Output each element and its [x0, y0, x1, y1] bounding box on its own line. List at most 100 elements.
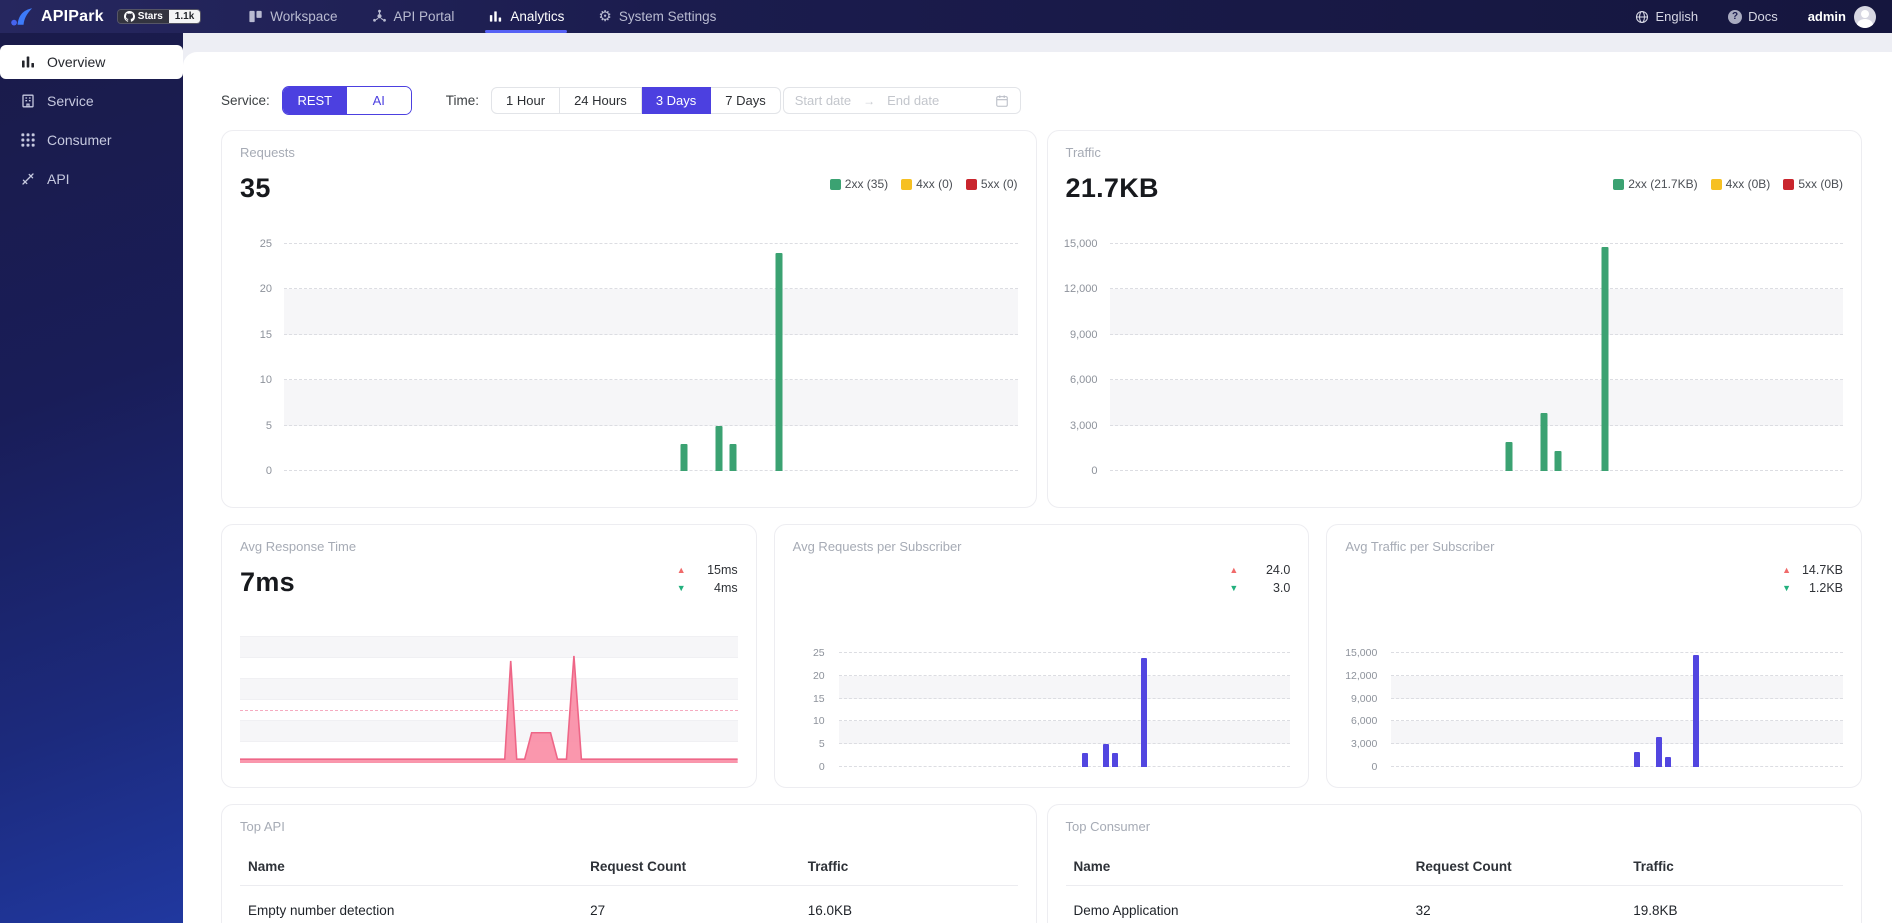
legend-item-4xx[interactable]: 4xx (0): [901, 177, 953, 191]
legend-swatch: [1783, 178, 1795, 190]
legend-item-4xx[interactable]: 4xx (0B): [1710, 177, 1770, 191]
building-icon: [20, 93, 36, 109]
requests-plot[interactable]: [284, 243, 1018, 471]
down-triangle-icon: ▼: [676, 582, 686, 593]
avg-traffic-y-axis: 0 3,000 6,000 9,000 12,000 15,000: [1345, 647, 1378, 773]
time-24-hours-button[interactable]: 24 Hours: [560, 87, 642, 114]
traffic-y-axis: 0 3,000 6,000 9,000 12,000 15,000: [1063, 238, 1098, 477]
column-header: Name: [240, 848, 583, 886]
column-header: Request Count: [582, 848, 800, 886]
legend-item-2xx[interactable]: 2xx (35): [829, 177, 888, 191]
sidebar-item-api[interactable]: API: [0, 162, 183, 196]
github-stars-label: Stars: [137, 11, 163, 22]
avg-traffic-chart: 0 3,000 6,000 9,000 12,000 15,000: [1345, 647, 1843, 773]
avg-traffic-per-subscriber-card: Avg Traffic per Subscriber ▲ 14.7KB ▼ 1.2K…: [1326, 524, 1862, 788]
legend-swatch: [965, 178, 977, 190]
requests-total: 35: [240, 173, 271, 203]
down-triangle-icon: ▼: [1229, 582, 1239, 593]
time-3-days-button[interactable]: 3 Days: [641, 87, 712, 114]
time-filter-label: Time:: [445, 93, 480, 108]
column-header: Name: [1065, 848, 1408, 886]
sidebar-item-overview[interactable]: Overview: [0, 45, 183, 79]
sidebar-item-service[interactable]: Service: [0, 84, 183, 118]
github-stars-count: 1.1k: [168, 10, 201, 23]
time-1-hour-button[interactable]: 1 Hour: [491, 87, 561, 114]
column-header: Traffic: [1625, 848, 1843, 886]
legend-swatch: [1613, 178, 1625, 190]
traffic-total: 21.7KB: [1065, 173, 1159, 203]
language-label: English: [1655, 9, 1699, 24]
user-menu[interactable]: admin: [1808, 5, 1876, 28]
help-icon: ?: [1728, 9, 1743, 24]
table-cell: 19.8KB: [1625, 885, 1843, 923]
service-ai-button[interactable]: AI: [346, 87, 411, 114]
date-range-picker[interactable]: Start date → End date: [782, 87, 1021, 114]
table-cell: Demo Application: [1065, 885, 1408, 923]
brand-name: APIPark: [41, 7, 104, 25]
card-title: Avg Traffic per Subscriber: [1345, 539, 1495, 554]
nav-item-label: Workspace: [270, 9, 338, 24]
time-range-group: 1 Hour 24 Hours 3 Days 7 Days: [491, 87, 781, 114]
top-api-card: Top API Name Request Count Traffic Empty nu…: [221, 804, 1037, 923]
table-cell: 16.0KB: [799, 885, 1018, 923]
sidebar-item-label: API: [47, 171, 70, 187]
column-header: Request Count: [1407, 848, 1626, 886]
avatar[interactable]: [1854, 5, 1876, 28]
analytics-icon: [488, 9, 503, 24]
legend-item-5xx[interactable]: 5xx (0B): [1783, 177, 1843, 191]
end-date-placeholder: End date: [887, 93, 940, 108]
language-switcher[interactable]: English: [1635, 9, 1698, 24]
card-title: Top Consumer: [1065, 819, 1151, 834]
main-content: Service: REST AI Time: 1 Hour 24 Hours 3…: [183, 52, 1892, 923]
traffic-plot[interactable]: [1109, 243, 1843, 471]
service-filter-label: Service:: [221, 93, 270, 108]
nav-item-api-portal[interactable]: API Portal: [355, 0, 472, 33]
down-triangle-icon: ▼: [1782, 582, 1791, 593]
requests-y-axis: 0 5 10 15 20 25: [259, 238, 272, 477]
avg-requests-plot[interactable]: [838, 652, 1291, 767]
nav-item-workspace[interactable]: Workspace: [231, 0, 354, 33]
legend-item-2xx[interactable]: 2xx (21.7KB): [1613, 177, 1698, 191]
filter-bar: Service: REST AI Time: 1 Hour 24 Hours 3…: [221, 86, 1862, 115]
stats-row-2: Avg Response Time 7ms ▲ 15ms ▼ 4ms Avg Req…: [221, 524, 1862, 788]
sidebar-item-consumer[interactable]: Consumer: [0, 123, 183, 157]
arrow-right-icon: →: [863, 93, 876, 108]
minmax-stats: ▲ 14.7KB ▼ 1.2KB: [1782, 563, 1843, 595]
min-stat: ▼ 4ms: [676, 581, 738, 595]
avg-response-value: 7ms: [240, 567, 295, 597]
traffic-card: Traffic 21.7KB 2xx (21.7KB) 4xx (0B) 5xx…: [1046, 130, 1862, 508]
up-triangle-icon: ▲: [1229, 564, 1239, 575]
sidebar-item-label: Consumer: [47, 132, 112, 148]
start-date-placeholder: Start date: [794, 93, 852, 108]
docs-link[interactable]: ? Docs: [1728, 9, 1778, 24]
avg-response-time-card: Avg Response Time 7ms ▲ 15ms ▼ 4ms: [221, 524, 757, 788]
top-navbar: APIPark Stars 1.1k Workspace: [0, 0, 1892, 33]
workspace-icon: [248, 9, 263, 24]
legend-swatch: [1710, 178, 1722, 190]
minmax-stats: ▲ 15ms ▼ 4ms: [677, 563, 738, 595]
navbar-right: English ? Docs admin: [1635, 0, 1876, 33]
max-stat: ▲ 24.0: [1229, 563, 1291, 577]
grid-dots-icon: [20, 132, 36, 148]
table-row: Empty number detection 27 16.0KB: [240, 885, 1018, 923]
response-time-plot[interactable]: [240, 636, 738, 763]
brand[interactable]: APIPark Stars 1.1k: [10, 0, 202, 33]
response-time-chart: [240, 636, 738, 763]
min-stat: ▼ 1.2KB: [1782, 581, 1843, 595]
minmax-stats: ▲ 24.0 ▼ 3.0: [1229, 563, 1290, 595]
avg-requests-chart: 0 5 10 15 20 25: [793, 647, 1291, 773]
avg-traffic-plot[interactable]: [1391, 652, 1843, 767]
globe-icon: [1635, 10, 1649, 24]
nav-item-analytics[interactable]: Analytics: [471, 0, 581, 33]
legend-item-5xx[interactable]: 5xx (0): [965, 177, 1018, 191]
avg-requests-per-subscriber-card: Avg Requests per Subscriber ▲ 24.0 ▼ 3.0 0…: [773, 524, 1310, 788]
service-rest-button[interactable]: REST: [282, 87, 347, 114]
time-7-days-button[interactable]: 7 Days: [711, 87, 781, 114]
table-cell: 32: [1407, 885, 1626, 923]
nav-item-system-settings[interactable]: ⚙ System Settings: [581, 0, 733, 33]
sidebar: Overview Service Consumer API: [0, 33, 183, 923]
api-portal-icon: [372, 9, 387, 24]
github-stars-badge[interactable]: Stars 1.1k: [116, 9, 202, 24]
sidebar-item-label: Overview: [47, 54, 106, 70]
